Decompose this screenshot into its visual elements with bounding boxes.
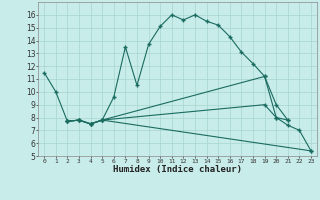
X-axis label: Humidex (Indice chaleur): Humidex (Indice chaleur) [113, 165, 242, 174]
